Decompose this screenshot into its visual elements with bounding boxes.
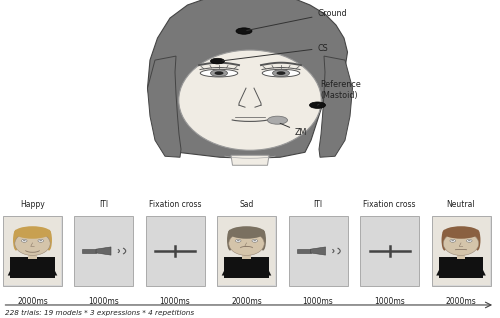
Circle shape (214, 71, 224, 75)
Bar (288, 216, 348, 286)
Bar (432, 216, 490, 286)
Text: CS: CS (223, 44, 328, 61)
Circle shape (310, 102, 326, 108)
Ellipse shape (260, 230, 266, 251)
Ellipse shape (179, 50, 321, 150)
Ellipse shape (252, 239, 258, 242)
Ellipse shape (466, 239, 472, 242)
Polygon shape (222, 259, 272, 275)
Bar (432, 217, 490, 285)
Text: 2000ms: 2000ms (446, 297, 476, 306)
Polygon shape (310, 247, 326, 255)
Text: 2000ms: 2000ms (17, 297, 48, 306)
Ellipse shape (262, 69, 300, 77)
Bar (242, 253, 250, 259)
Bar (217, 216, 276, 286)
Ellipse shape (442, 226, 480, 239)
Circle shape (236, 28, 252, 34)
Ellipse shape (474, 230, 480, 251)
Bar (3, 216, 62, 286)
Text: 2000ms: 2000ms (231, 297, 262, 306)
Bar (457, 253, 465, 259)
Ellipse shape (442, 230, 448, 251)
Ellipse shape (14, 226, 51, 239)
Circle shape (468, 240, 470, 241)
Bar (297, 249, 310, 253)
Bar (438, 258, 484, 278)
Circle shape (268, 116, 287, 124)
Bar (218, 217, 275, 285)
Circle shape (452, 240, 454, 241)
Ellipse shape (13, 230, 19, 251)
Text: ITI: ITI (314, 200, 322, 210)
Bar (74, 216, 133, 286)
Text: Ground: Ground (246, 9, 347, 31)
Circle shape (237, 240, 240, 241)
Circle shape (272, 70, 289, 77)
Bar (10, 258, 55, 278)
Ellipse shape (236, 239, 241, 242)
Ellipse shape (450, 239, 456, 242)
Text: Fixation cross: Fixation cross (363, 200, 416, 210)
Circle shape (210, 70, 228, 77)
Text: Reference
(Mastoid): Reference (Mastoid) (318, 80, 361, 105)
Text: Sad: Sad (240, 200, 254, 210)
Circle shape (276, 71, 285, 75)
Polygon shape (148, 56, 181, 157)
Bar (224, 258, 269, 278)
Bar (82, 249, 96, 253)
Text: 1000ms: 1000ms (88, 297, 119, 306)
Ellipse shape (444, 232, 478, 255)
Circle shape (254, 240, 256, 241)
Polygon shape (8, 259, 58, 275)
Text: 1000ms: 1000ms (374, 297, 405, 306)
Text: 1000ms: 1000ms (160, 297, 190, 306)
Bar (28, 253, 36, 259)
Bar (360, 216, 419, 286)
Ellipse shape (46, 230, 52, 251)
Text: ITI: ITI (99, 200, 108, 210)
Ellipse shape (200, 69, 238, 77)
Text: 228 trials: 19 models * 3 expressions * 4 repetitions: 228 trials: 19 models * 3 expressions * … (5, 309, 194, 315)
Circle shape (23, 240, 26, 241)
Ellipse shape (228, 226, 265, 239)
Bar (4, 217, 61, 285)
Ellipse shape (15, 232, 50, 255)
Text: Neutral: Neutral (446, 200, 476, 210)
Text: ZM: ZM (280, 123, 307, 137)
Ellipse shape (22, 239, 27, 242)
Polygon shape (231, 155, 269, 165)
Text: Happy: Happy (20, 200, 45, 210)
Ellipse shape (38, 239, 44, 242)
Circle shape (40, 240, 42, 241)
Text: 1000ms: 1000ms (302, 297, 334, 306)
Circle shape (210, 58, 224, 64)
Polygon shape (319, 56, 352, 157)
Ellipse shape (227, 230, 233, 251)
Polygon shape (96, 247, 111, 255)
Polygon shape (436, 259, 486, 275)
Bar (146, 216, 204, 286)
Ellipse shape (229, 232, 264, 255)
Text: Fixation cross: Fixation cross (149, 200, 201, 210)
Polygon shape (148, 0, 348, 158)
